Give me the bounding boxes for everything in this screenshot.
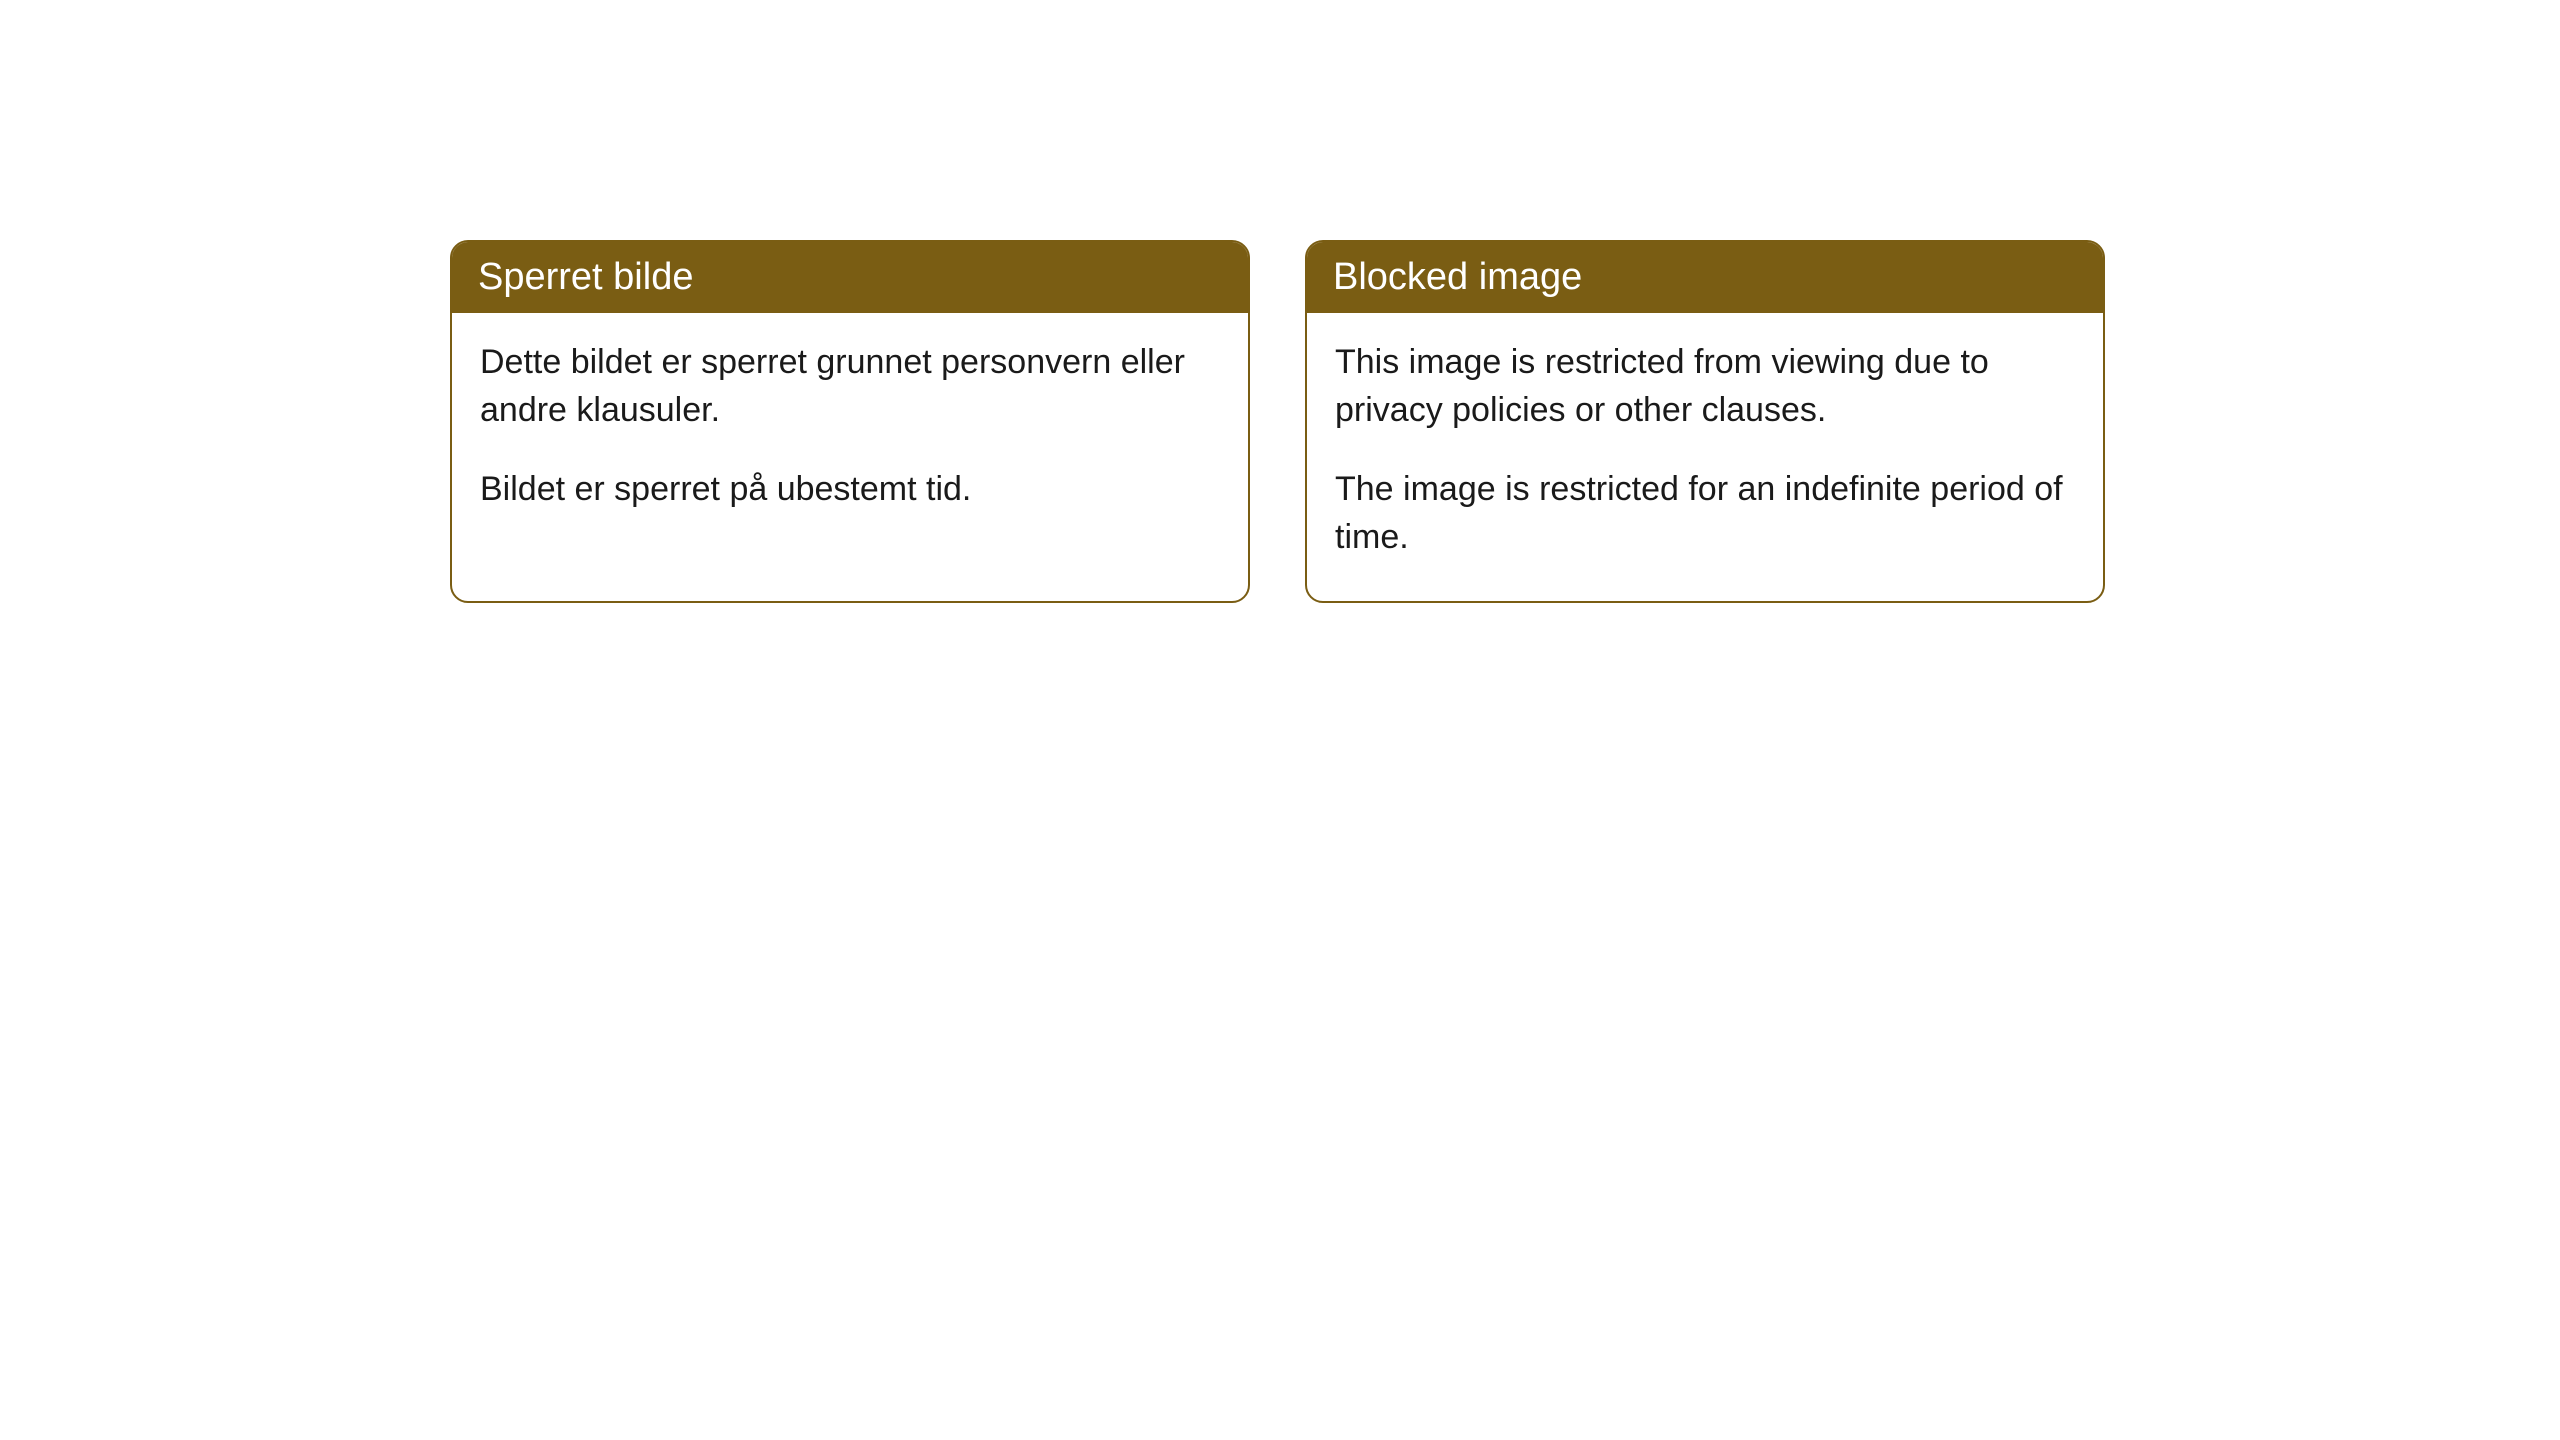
- card-title: Blocked image: [1333, 256, 1582, 298]
- notice-cards-container: Sperret bilde Dette bildet er sperret gr…: [450, 240, 2105, 603]
- card-body: This image is restricted from viewing du…: [1307, 313, 2103, 601]
- card-paragraph: The image is restricted for an indefinit…: [1335, 466, 2075, 561]
- card-body: Dette bildet er sperret grunnet personve…: [452, 313, 1248, 554]
- card-paragraph: This image is restricted from viewing du…: [1335, 339, 2075, 434]
- notice-card-english: Blocked image This image is restricted f…: [1305, 240, 2105, 603]
- notice-card-norwegian: Sperret bilde Dette bildet er sperret gr…: [450, 240, 1250, 603]
- card-header: Sperret bilde: [452, 242, 1248, 313]
- card-header: Blocked image: [1307, 242, 2103, 313]
- card-paragraph: Bildet er sperret på ubestemt tid.: [480, 466, 1220, 514]
- card-title: Sperret bilde: [478, 256, 693, 298]
- card-paragraph: Dette bildet er sperret grunnet personve…: [480, 339, 1220, 434]
